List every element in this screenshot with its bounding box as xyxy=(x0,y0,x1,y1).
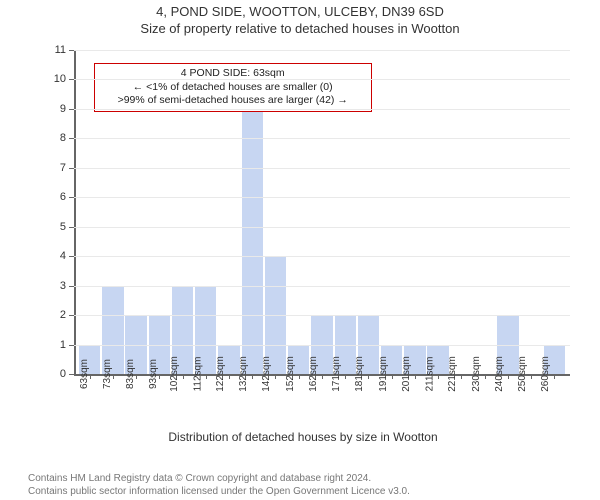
x-tick-mark xyxy=(554,374,555,379)
gridline xyxy=(74,138,570,139)
x-tick-label: 181sqm xyxy=(347,356,366,392)
gridline xyxy=(74,345,570,346)
footer-line1: Contains HM Land Registry data © Crown c… xyxy=(28,473,590,486)
page-title-line2: Size of property relative to detached ho… xyxy=(0,19,600,40)
y-tick-mark xyxy=(69,256,74,257)
y-tick-mark xyxy=(69,374,74,375)
x-tick-label: 83sqm xyxy=(117,359,136,389)
x-tick-label: 171sqm xyxy=(323,356,342,392)
gridline xyxy=(74,227,570,228)
footer: Contains HM Land Registry data © Crown c… xyxy=(28,473,590,498)
chart-container: Number of detached properties 63sqm73sqm… xyxy=(26,44,580,440)
bar-slot: 240sqm xyxy=(496,50,519,374)
x-axis-label: Distribution of detached houses by size … xyxy=(26,430,580,444)
bar-slot: 201sqm xyxy=(403,50,426,374)
x-tick-label: 162sqm xyxy=(300,356,319,392)
annotation-box: 4 POND SIDE: 63sqm ← <1% of detached hou… xyxy=(94,63,372,112)
x-tick-mark xyxy=(159,374,160,379)
bar-slot: 230sqm xyxy=(473,50,496,374)
plot-area: 63sqm73sqm83sqm93sqm102sqm112sqm122sqm13… xyxy=(74,50,570,376)
bar-slot: 211sqm xyxy=(427,50,450,374)
x-tick-mark xyxy=(183,374,184,379)
page-title-line1: 4, POND SIDE, WOOTTON, ULCEBY, DN39 6SD xyxy=(0,0,600,19)
bar-slot: 221sqm xyxy=(450,50,473,374)
x-tick-label: 211sqm xyxy=(417,357,436,392)
annotation-line3: >99% of semi-detached houses are larger … xyxy=(101,94,365,108)
y-tick-mark xyxy=(69,50,74,51)
y-tick-mark xyxy=(69,109,74,110)
x-tick-label: 112sqm xyxy=(184,357,203,392)
y-tick-mark xyxy=(69,197,74,198)
annotation-line2: ← <1% of detached houses are smaller (0) xyxy=(101,81,365,95)
gridline xyxy=(74,256,570,257)
x-tick-label: 93sqm xyxy=(140,359,159,389)
y-tick-mark xyxy=(69,168,74,169)
x-tick-label: 240sqm xyxy=(486,356,505,392)
x-tick-label: 102sqm xyxy=(161,356,180,392)
x-tick-mark xyxy=(136,374,137,379)
bar-slot: 250sqm xyxy=(519,50,542,374)
gridline xyxy=(74,315,570,316)
x-tick-label: 191sqm xyxy=(370,356,389,392)
x-tick-label: 260sqm xyxy=(533,356,552,392)
bar-slot: 260sqm xyxy=(543,50,566,374)
y-tick-mark xyxy=(69,286,74,287)
x-tick-label: 73sqm xyxy=(94,359,113,389)
y-tick-mark xyxy=(69,79,74,80)
gridline xyxy=(74,168,570,169)
x-tick-label: 221sqm xyxy=(440,356,459,392)
gridline xyxy=(74,197,570,198)
gridline xyxy=(74,79,570,80)
x-tick-label: 142sqm xyxy=(254,356,273,392)
footer-line2: Contains public sector information licen… xyxy=(28,486,590,499)
y-tick-mark xyxy=(69,227,74,228)
y-tick-mark xyxy=(69,138,74,139)
x-tick-label: 132sqm xyxy=(230,356,249,392)
x-tick-label: 152sqm xyxy=(277,356,296,392)
x-tick-label: 122sqm xyxy=(207,356,226,392)
y-tick-mark xyxy=(69,345,74,346)
gridline xyxy=(74,50,570,51)
x-tick-mark xyxy=(461,374,462,379)
bar-slot: 191sqm xyxy=(380,50,403,374)
gridline xyxy=(74,109,570,110)
y-tick-mark xyxy=(69,315,74,316)
x-tick-label: 250sqm xyxy=(509,356,528,392)
x-tick-label: 201sqm xyxy=(393,356,412,392)
gridline xyxy=(74,286,570,287)
x-tick-label: 230sqm xyxy=(463,356,482,392)
bar xyxy=(242,109,263,374)
